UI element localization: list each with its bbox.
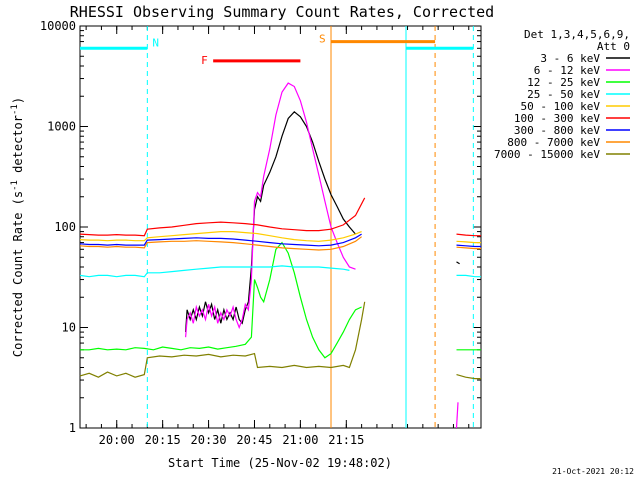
annotations: N F S: [80, 26, 474, 428]
series-line-1: [185, 82, 356, 338]
legend-label: 25 - 50 keV: [527, 88, 600, 101]
series-line-3: [79, 265, 350, 278]
series-line-8: [79, 301, 366, 378]
y-tick-label: 100: [54, 220, 76, 234]
legend-label: 12 - 25 keV: [527, 76, 600, 89]
y-tick-label: 10000: [40, 19, 76, 33]
y-tick-label: 10: [62, 321, 76, 335]
series-line-after-gap-5: [456, 233, 481, 237]
x-tick-label: 20:15: [145, 433, 181, 447]
x-tick-label: 21:00: [282, 433, 318, 447]
legend-label: 6 - 12 keV: [534, 64, 601, 77]
series-line-after-gap-7: [456, 246, 481, 250]
night-label: N: [152, 36, 159, 49]
date-stamp: 21-Oct-2021 20:12: [552, 467, 634, 476]
legend-label: 800 - 7000 keV: [507, 136, 600, 149]
series-line-5: [79, 197, 366, 237]
legend-label: 50 - 100 keV: [521, 100, 601, 113]
x-tick-label: 20:30: [191, 433, 227, 447]
x-tick-label: 20:45: [236, 433, 272, 447]
series-line-4: [79, 231, 362, 242]
series-line-6: [79, 233, 362, 247]
y-tick-label: 1: [69, 421, 76, 435]
legend-label: 3 - 6 keV: [540, 52, 600, 65]
chart-title: RHESSI Observing Summary Count Rates, Co…: [70, 3, 494, 21]
series-line-7: [79, 236, 362, 251]
legend-label: 7000 - 15000 keV: [494, 148, 600, 161]
series-line-after-gap-3: [456, 274, 481, 278]
y-tick-label: 1000: [47, 120, 76, 134]
series-layer: [79, 82, 481, 429]
legend-label: 100 - 300 keV: [514, 112, 600, 125]
legend-label: 300 - 800 keV: [514, 124, 600, 137]
series-line-after-gap-6: [456, 244, 481, 248]
flare-label: F: [201, 54, 208, 67]
y-axis-label: Corrected Count Rate (s-1 detector-1): [10, 97, 25, 357]
series-line-2: [80, 241, 362, 359]
x-tick-label: 21:15: [328, 433, 364, 447]
saa-label: S: [319, 33, 326, 46]
series-line-after-gap-4: [456, 240, 481, 244]
series-line-0: [185, 110, 356, 333]
legend-header: Det 1,3,4,5,6,9,: [524, 28, 630, 41]
series-line-after-gap-8: [456, 374, 481, 380]
x-axis-label: Start Time (25-Nov-02 19:48:02): [168, 456, 392, 470]
series-line-after-gap-1: [455, 402, 459, 429]
series-line-after-gap-0: [456, 261, 460, 265]
legend-header-att: Att 0: [597, 40, 630, 53]
x-tick-label: 20:00: [99, 433, 135, 447]
